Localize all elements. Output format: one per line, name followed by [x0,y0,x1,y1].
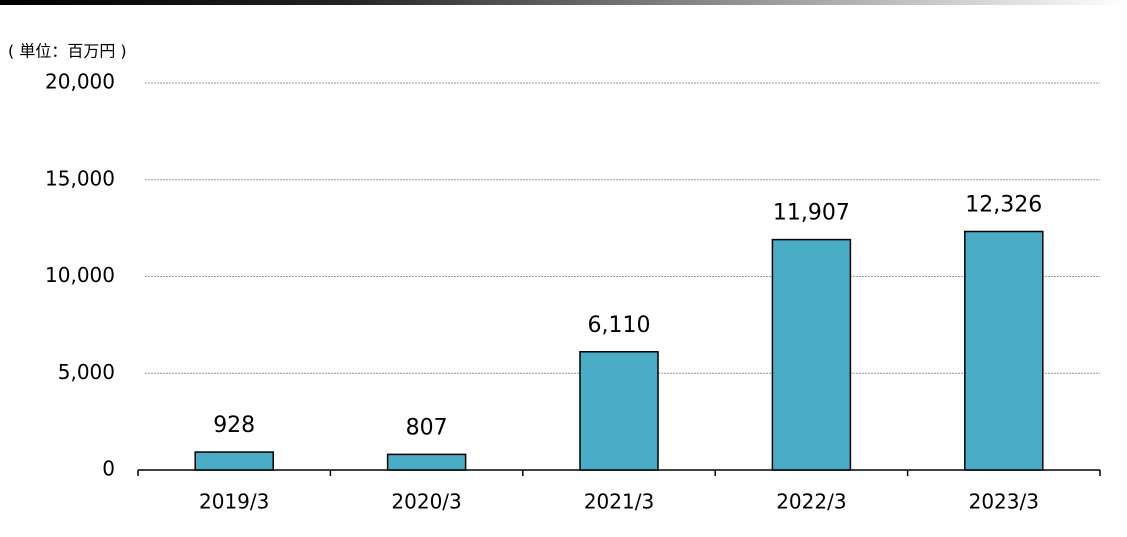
x-tick-label: 2022/3 [776,490,846,514]
unit-label: ( 単位：百万円 ) [8,42,127,61]
value-label: 12,326 [965,192,1042,217]
header-bar [0,0,1127,5]
x-tick-label: 2019/3 [199,490,269,514]
y-tick-label: 0 [102,457,115,481]
y-tick-label: 10,000 [45,263,115,287]
x-tick-label: 2021/3 [584,490,654,514]
y-tick-label: 15,000 [45,166,115,190]
value-label: 11,907 [773,201,850,226]
bar [964,230,1044,471]
y-tick-label: 5,000 [58,360,115,384]
bar [579,351,659,471]
value-label: 928 [213,413,255,438]
bar [771,238,852,471]
bar [386,453,467,471]
value-label: 807 [406,415,448,440]
bar [194,451,274,471]
x-tick-label: 2023/3 [969,490,1039,514]
value-label: 6,110 [588,313,651,338]
y-tick-label: 20,000 [45,70,115,94]
x-tick-label: 2020/3 [391,490,461,514]
